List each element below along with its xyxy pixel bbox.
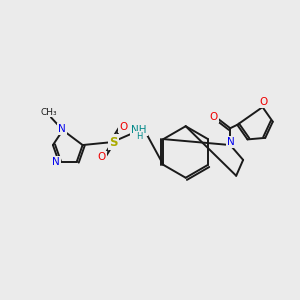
Text: CH₃: CH₃: [40, 108, 57, 117]
Text: S: S: [109, 136, 118, 148]
Text: H: H: [136, 132, 142, 141]
Text: O: O: [97, 152, 106, 162]
Text: O: O: [119, 122, 128, 132]
Text: O: O: [260, 97, 268, 107]
Text: NH: NH: [131, 125, 147, 135]
Text: N: N: [227, 137, 235, 147]
Text: O: O: [209, 112, 217, 122]
Text: N: N: [58, 124, 66, 134]
Text: N: N: [52, 157, 60, 167]
